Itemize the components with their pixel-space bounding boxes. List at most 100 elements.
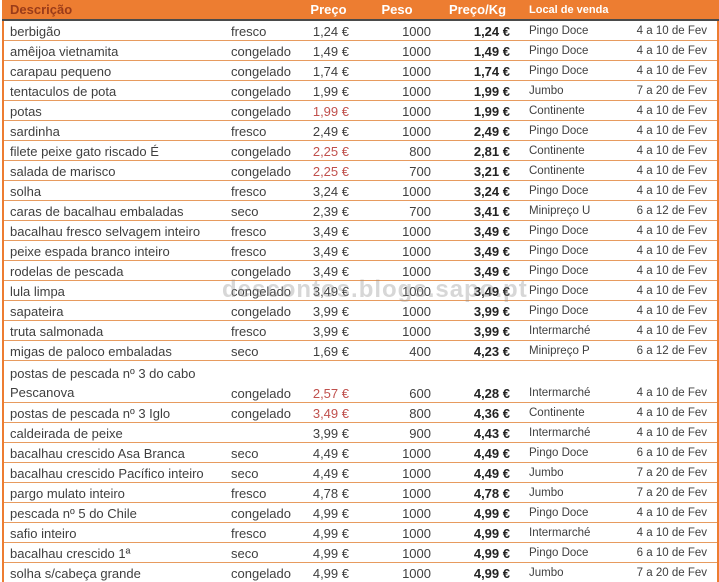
price-per-kg-value: 3,41 € [438,200,517,221]
product-state: congelado [229,402,301,423]
price-value: 4,99 € [301,562,356,582]
table-row: sardinha fresco 2,49 € 1000 2,49 € Pingo… [3,120,718,141]
price-per-kg-value: 4,43 € [438,422,517,443]
product-state: congelado [229,100,301,121]
price-per-kg-value: 4,36 € [438,402,517,423]
table-row: bacalhau crescido Asa Branca seco 4,49 €… [3,442,718,463]
table-row: sapateira congelado 3,99 € 1000 3,99 € P… [3,300,718,321]
header-preco: Preço [301,0,356,21]
product-state: seco [229,200,301,221]
product-state: congelado [229,140,301,161]
store-name: Pingo Doce [517,502,629,523]
table-row: tentaculos de pota congelado 1,99 € 1000… [3,80,718,101]
price-per-kg-value: 4,99 € [438,502,517,523]
price-per-kg-value: 3,49 € [438,220,517,241]
weight-value: 1000 [356,180,438,201]
product-name: caldeirada de peixe [3,422,229,443]
weight-value: 800 [356,140,438,161]
product-name: tentaculos de pota [3,80,229,101]
header-periodo [629,0,718,21]
table-row: safio inteiro fresco 4,99 € 1000 4,99 € … [3,522,718,543]
date-range: 7 a 20 de Fev [629,80,718,101]
price-per-kg-value: 3,99 € [438,320,517,341]
product-state: seco [229,340,301,361]
price-per-kg-value: 3,49 € [438,280,517,301]
store-name: Intermarché [517,360,629,403]
price-value: 3,49 € [301,280,356,301]
weight-value: 1000 [356,120,438,141]
price-value: 1,99 € [301,80,356,101]
product-state: congelado [229,562,301,582]
product-state: fresco [229,180,301,201]
price-value: 2,39 € [301,200,356,221]
product-name: pescada nº 5 do Chile [3,502,229,523]
weight-value: 400 [356,340,438,361]
product-name: berbigão [3,20,229,41]
table-header-row: Descrição Preço Peso Preço/Kg Local de v… [3,0,718,21]
store-name: Jumbo [517,562,629,582]
table-row: postas de pescada nº 3 do cabo Pescanova… [3,360,718,403]
date-range: 4 a 10 de Fev [629,240,718,261]
product-name: safio inteiro [3,522,229,543]
weight-value: 1000 [356,502,438,523]
table-row: potas congelado 1,99 € 1000 1,99 € Conti… [3,100,718,121]
store-name: Pingo Doce [517,120,629,141]
price-per-kg-value: 4,49 € [438,442,517,463]
price-per-kg-value: 3,24 € [438,180,517,201]
store-name: Pingo Doce [517,40,629,61]
price-per-kg-value: 3,49 € [438,240,517,261]
product-name: solha s/cabeça grande [3,562,229,582]
product-state: congelado [229,280,301,301]
store-name: Pingo Doce [517,260,629,281]
store-name: Pingo Doce [517,220,629,241]
product-state: fresco [229,240,301,261]
date-range: 4 a 10 de Fev [629,180,718,201]
price-per-kg-value: 3,21 € [438,160,517,181]
weight-value: 1000 [356,60,438,81]
store-name: Pingo Doce [517,300,629,321]
price-value: 3,99 € [301,422,356,443]
price-value: 4,49 € [301,462,356,483]
store-name: Intermarché [517,522,629,543]
date-range: 4 a 10 de Fev [629,422,718,443]
store-name: Minipreço U [517,200,629,221]
table-row: filete peixe gato riscado É congelado 2,… [3,140,718,161]
date-range: 4 a 10 de Fev [629,280,718,301]
product-name: truta salmonada [3,320,229,341]
table-row: caldeirada de peixe 3,99 € 900 4,43 € In… [3,422,718,443]
store-name: Jumbo [517,462,629,483]
store-name: Continente [517,402,629,423]
price-value: 1,74 € [301,60,356,81]
price-per-kg-value: 1,24 € [438,20,517,41]
weight-value: 900 [356,422,438,443]
date-range: 6 a 12 de Fev [629,200,718,221]
product-name: filete peixe gato riscado É [3,140,229,161]
product-state [229,422,301,443]
product-state: seco [229,542,301,563]
product-name: solha [3,180,229,201]
weight-value: 1000 [356,562,438,582]
store-name: Pingo Doce [517,240,629,261]
table-row: postas de pescada nº 3 Iglo congelado 3,… [3,402,718,423]
price-per-kg-value: 1,99 € [438,80,517,101]
date-range: 7 a 20 de Fev [629,482,718,503]
price-value: 4,99 € [301,542,356,563]
weight-value: 1000 [356,542,438,563]
table-row: salada de marisco congelado 2,25 € 700 3… [3,160,718,181]
price-per-kg-value: 1,99 € [438,100,517,121]
product-name: migas de paloco embaladas [3,340,229,361]
table-row: rodelas de pescada congelado 3,49 € 1000… [3,260,718,281]
date-range: 4 a 10 de Fev [629,220,718,241]
date-range: 4 a 10 de Fev [629,40,718,61]
date-range: 6 a 10 de Fev [629,542,718,563]
price-value: 3,49 € [301,220,356,241]
date-range: 6 a 12 de Fev [629,340,718,361]
price-per-kg-value: 4,78 € [438,482,517,503]
price-value: 3,99 € [301,300,356,321]
price-value: 4,99 € [301,502,356,523]
price-value: 3,49 € [301,240,356,261]
weight-value: 1000 [356,240,438,261]
price-value: 2,25 € [301,160,356,181]
